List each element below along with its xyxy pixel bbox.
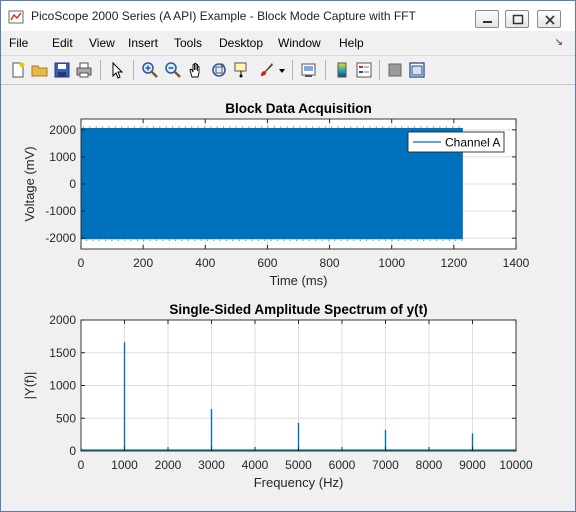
y-tick-label: 1500 [49,346,76,360]
toolbar-separator [133,60,134,80]
link-plot-icon[interactable] [300,61,318,79]
legend-box [407,131,505,153]
y-tick-label: 1000 [49,150,76,164]
save-icon[interactable] [53,61,71,79]
x-tick-label: 5000 [285,458,312,472]
x-tick-label: 4000 [242,458,269,472]
y-axis-label: Voltage (mV) [22,146,37,221]
legend: Channel A [407,131,505,153]
x-tick-label: 1200 [441,256,468,270]
plots-svg: 0 200 400 600 800 1000 1200 1400 -2000 -1000 0 1000… [22,101,533,490]
y-tick-label: -2000 [45,231,76,245]
toolbar-separator [292,60,293,80]
menu-help[interactable]: Help [339,36,364,50]
new-figure-icon[interactable] [9,61,27,79]
y-tick-label: -1000 [45,204,76,218]
x-tick-label: 0 [78,256,85,270]
axes-title: Single-Sided Amplitude Spectrum of y(t) [169,302,427,317]
x-tick-label: 8000 [416,458,443,472]
close-icon [545,15,555,25]
brush-icon[interactable] [257,61,275,79]
x-tick-label: 10000 [499,458,533,472]
legend-icon[interactable] [355,61,373,79]
rotate-3d-icon[interactable] [210,61,228,79]
zoom-in-icon[interactable] [141,61,159,79]
open-file-icon[interactable] [31,61,49,79]
title-bar[interactable]: PicoScope 2000 Series (A API) Example - … [1,1,575,31]
matlab-figure-icon [8,10,24,24]
x-tick-label: 3000 [198,458,225,472]
figure-toolbar [1,55,575,85]
close-button[interactable] [537,10,561,28]
x-tick-label: 600 [257,256,277,270]
menu-insert[interactable]: Insert [128,36,159,50]
data-cursor-icon[interactable] [233,61,251,79]
menu-file[interactable]: File [9,36,29,50]
menu-edit[interactable]: Edit [52,36,73,50]
y-tick-label: 1000 [49,379,76,393]
axes-1: 0 200 400 600 800 1000 1200 1400 -2000 -1000 0 1000… [22,101,530,288]
axes-2: 0 1000 2000 3000 4000 5000 6000 7000 8000 9000 100… [22,302,533,490]
menu-tools[interactable]: Tools [174,36,203,50]
dock-arrow-icon[interactable]: ↘ [554,37,563,48]
select-arrow-icon[interactable] [108,61,126,79]
toolbar-separator [100,60,101,80]
maximize-button[interactable] [505,10,529,28]
x-tick-label: 1400 [503,256,530,270]
figure-canvas: 0 200 400 600 800 1000 1200 1400 -2000 -1000 0 1000… [9,86,569,504]
colorbar-icon[interactable] [333,61,351,79]
x-tick-label: 7000 [372,458,399,472]
y-tick-label: 0 [69,177,76,191]
x-tick-label: 2000 [155,458,182,472]
x-tick-label: 1000 [111,458,138,472]
x-axis-label: Frequency (Hz) [254,475,344,490]
x-tick-label: 800 [320,256,340,270]
minimize-button[interactable] [475,10,499,28]
x-tick-label: 0 [78,458,85,472]
y-tick-label: 0 [69,444,76,458]
print-icon[interactable] [75,61,93,79]
y-axis-label: |Y(f)| [22,372,37,400]
show-plot-tools-icon[interactable] [408,61,426,79]
menu-window[interactable]: Window [278,36,321,50]
x-tick-label: 1000 [378,256,405,270]
brush-dropdown-icon[interactable] [277,61,287,79]
x-tick-label: 200 [133,256,153,270]
y-tick-label: 500 [56,411,76,425]
toolbar-separator [325,60,326,80]
legend-entry: Channel A [445,136,500,150]
menu-desktop[interactable]: Desktop [219,36,264,50]
axes-title: Block Data Acquisition [225,101,372,116]
x-tick-label: 9000 [459,458,486,472]
toolbar-separator [379,60,380,80]
y-tick-label: 2000 [49,123,76,137]
x-tick-label: 6000 [329,458,356,472]
menu-view[interactable]: View [89,36,115,50]
menu-bar: File Edit View Insert Tools Desktop Wind… [1,32,575,53]
maximize-icon [512,14,524,25]
x-tick-label: 400 [195,256,215,270]
signal-trace-channel-a [81,127,463,240]
x-axis-label: Time (ms) [269,273,327,288]
minimize-icon [483,21,492,23]
y-tick-label: 2000 [49,313,76,327]
zoom-out-icon[interactable] [164,61,182,79]
hide-plot-tools-icon[interactable] [386,61,404,79]
window-title: PicoScope 2000 Series (A API) Example - … [31,9,416,23]
pan-hand-icon[interactable] [187,61,205,79]
